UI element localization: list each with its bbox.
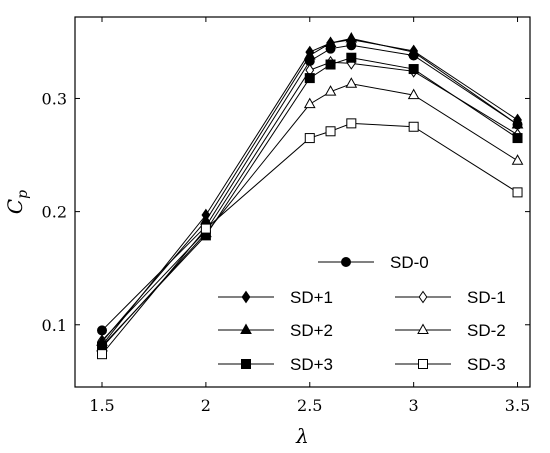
- data-point: [346, 118, 357, 129]
- legend-marker: [241, 359, 251, 369]
- legend-entry: SD+2: [218, 321, 333, 340]
- data-point: [325, 59, 336, 70]
- data-point: [304, 133, 315, 144]
- tick-layer: 1.5 2 2.5 3 3.5 0.1 0.2 0.3: [42, 17, 530, 415]
- data-point: [346, 52, 357, 63]
- legend-label: SD-3: [467, 355, 506, 374]
- legend-label: SD-0: [390, 253, 429, 272]
- y-tick-label: 0.3: [42, 89, 67, 108]
- data-point: [407, 45, 420, 57]
- data-point: [407, 88, 420, 100]
- data-point: [511, 117, 524, 129]
- legend-marker: [241, 290, 251, 304]
- legend-marker: [341, 257, 351, 267]
- legend-entry: SD-2: [395, 321, 506, 340]
- series-line: [101, 83, 518, 348]
- data-point: [345, 77, 358, 88]
- data-point: [304, 73, 315, 84]
- legend-label: SD-1: [467, 288, 506, 307]
- data-point: [200, 223, 211, 234]
- series-SD+2: [96, 31, 524, 346]
- x-tick-label: 3: [409, 396, 419, 415]
- y-axis-label: Cp: [3, 190, 31, 214]
- legend-marker: [240, 323, 252, 334]
- y-axis-label-main: C: [3, 199, 27, 214]
- data-point: [324, 85, 337, 96]
- series-SD-2: [96, 77, 524, 352]
- legend-marker: [418, 359, 428, 369]
- legend-entry: SD-0: [318, 253, 429, 272]
- data-point: [97, 349, 108, 360]
- y-tick-label: 0.1: [42, 316, 67, 335]
- legend-label: SD-2: [467, 321, 506, 340]
- data-point: [97, 325, 108, 336]
- series-layer: [96, 31, 524, 360]
- x-tick-label: 2: [201, 396, 211, 415]
- legend-entry: SD+3: [218, 355, 333, 374]
- legend-marker: [418, 290, 428, 304]
- legend-label: SD+3: [290, 355, 333, 374]
- y-tick-label: 0.2: [42, 203, 67, 222]
- data-point: [325, 126, 336, 137]
- x-axis-label: λ: [295, 424, 309, 448]
- legend-marker: [417, 323, 429, 334]
- y-axis-label-subscript: p: [15, 190, 31, 199]
- data-point: [303, 97, 316, 109]
- plot-frame: [74, 16, 531, 388]
- legend-entry: SD+1: [218, 288, 333, 307]
- data-point: [324, 36, 337, 48]
- x-tick-label: 1.5: [89, 396, 114, 415]
- legend: SD-0 SD+1 SD-1 SD+2 SD-2 SD+3 SD-3: [218, 253, 506, 374]
- series-line: [101, 122, 518, 355]
- legend-entry: SD-3: [395, 355, 506, 374]
- data-point: [408, 121, 419, 132]
- data-point: [303, 48, 316, 60]
- legend-label: SD+1: [290, 288, 333, 307]
- data-point: [511, 154, 524, 165]
- x-tick-label: 2.5: [297, 396, 322, 415]
- data-point: [512, 187, 523, 198]
- series-SD-3: [97, 118, 523, 360]
- legend-entry: SD-1: [395, 288, 506, 307]
- legend-label: SD+2: [290, 321, 333, 340]
- data-point: [408, 64, 419, 75]
- data-point: [512, 133, 523, 144]
- data-point: [345, 31, 358, 43]
- x-tick-label: 3.5: [505, 396, 530, 415]
